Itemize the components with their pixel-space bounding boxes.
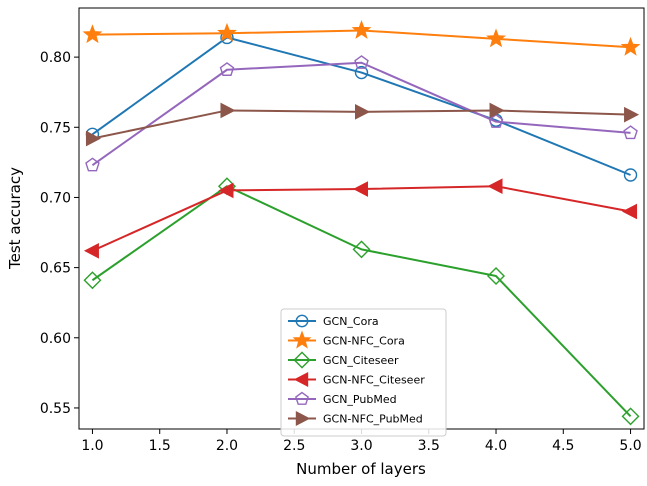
data-point xyxy=(355,104,371,120)
legend-item: GCN_Citeseer xyxy=(288,351,399,369)
data-point xyxy=(83,242,99,259)
data-point xyxy=(220,102,236,119)
data-point xyxy=(623,168,638,182)
x-tick-label: 1.0 xyxy=(81,438,103,454)
legend-marker xyxy=(293,372,309,387)
legend-label: GCN_Citeseer xyxy=(323,354,399,367)
plot-area xyxy=(82,20,641,426)
legend-marker xyxy=(295,411,311,426)
legend-item: GCN_Cora xyxy=(288,314,379,328)
data-point xyxy=(488,114,504,128)
legend-marker xyxy=(292,330,312,349)
data-point xyxy=(82,24,103,44)
x-tick-label: 5.0 xyxy=(619,438,641,454)
series-line xyxy=(91,185,632,418)
data-point xyxy=(219,62,235,76)
legend-box xyxy=(280,308,447,437)
data-point xyxy=(354,65,369,80)
x-tick-label: 2.0 xyxy=(216,438,238,454)
x-tick-label: 3.0 xyxy=(350,438,372,454)
legend-marker xyxy=(293,351,311,369)
series-GCN-NFC_Citeseer xyxy=(83,178,638,259)
series-GCN_PubMed xyxy=(85,55,638,172)
data-point xyxy=(624,106,640,123)
legend-item: GCN-NFC_Cora xyxy=(288,330,405,349)
legend-label: GCN-NFC_Cora xyxy=(323,335,405,348)
legend-marker xyxy=(295,391,309,405)
series-GCN-NFC_Cora xyxy=(82,20,641,56)
x-tick-label: 1.5 xyxy=(149,438,171,454)
legend-label: GCN-NFC_PubMed xyxy=(323,413,423,426)
x-tick-label: 4.5 xyxy=(552,438,574,454)
data-point xyxy=(487,178,503,195)
data-point xyxy=(486,28,506,48)
legend-label: GCN-NFC_Citeseer xyxy=(323,374,425,387)
data-point xyxy=(218,182,234,199)
series-GCN-NFC_PubMed xyxy=(85,102,640,147)
series-line xyxy=(91,36,631,176)
y-tick-label: 0.65 xyxy=(40,261,71,277)
y-tick-label: 0.70 xyxy=(40,190,71,206)
axis-ticks: 1.0 1.5 2.0 2.5 3.0 3.5 4.0 4.5 5.0 0.55 0.60 0.65 0… xyxy=(40,50,642,454)
data-point xyxy=(85,130,102,147)
data-point xyxy=(621,203,638,220)
data-point xyxy=(352,240,371,259)
x-axis-label: Number of layers xyxy=(296,460,426,478)
y-axis-label: Test accuracy xyxy=(6,167,24,270)
series-line xyxy=(91,61,631,166)
y-tick-label: 0.55 xyxy=(40,401,71,417)
series-GCN_Cora xyxy=(85,30,638,182)
data-point xyxy=(352,181,368,197)
x-tick-label: 3.5 xyxy=(418,438,440,454)
legend: GCN_Cora GCN-NFC_Cora GCN_Citeseer GCN-NFC_… xyxy=(280,308,447,437)
y-tick-label: 0.60 xyxy=(40,331,71,347)
legend-item: GCN-NFC_Citeseer xyxy=(288,372,425,387)
legend-marker xyxy=(295,314,309,328)
legend-label: GCN_Cora xyxy=(323,315,379,328)
data-point xyxy=(85,157,100,172)
y-tick-label: 0.80 xyxy=(40,50,71,66)
legend-item: GCN_PubMed xyxy=(288,391,397,406)
data-point xyxy=(489,102,505,119)
data-point xyxy=(487,267,506,286)
data-point xyxy=(621,407,640,426)
data-point xyxy=(217,22,237,42)
data-point xyxy=(83,271,102,290)
legend-item: GCN-NFC_PubMed xyxy=(288,411,423,426)
x-tick-label: 2.5 xyxy=(283,438,305,454)
y-tick-label: 0.75 xyxy=(40,120,71,136)
data-point xyxy=(623,125,638,140)
data-point xyxy=(354,55,369,69)
data-point xyxy=(351,20,372,39)
data-point xyxy=(620,36,641,56)
x-tick-label: 4.0 xyxy=(485,438,507,454)
legend-label: GCN_PubMed xyxy=(323,393,397,406)
